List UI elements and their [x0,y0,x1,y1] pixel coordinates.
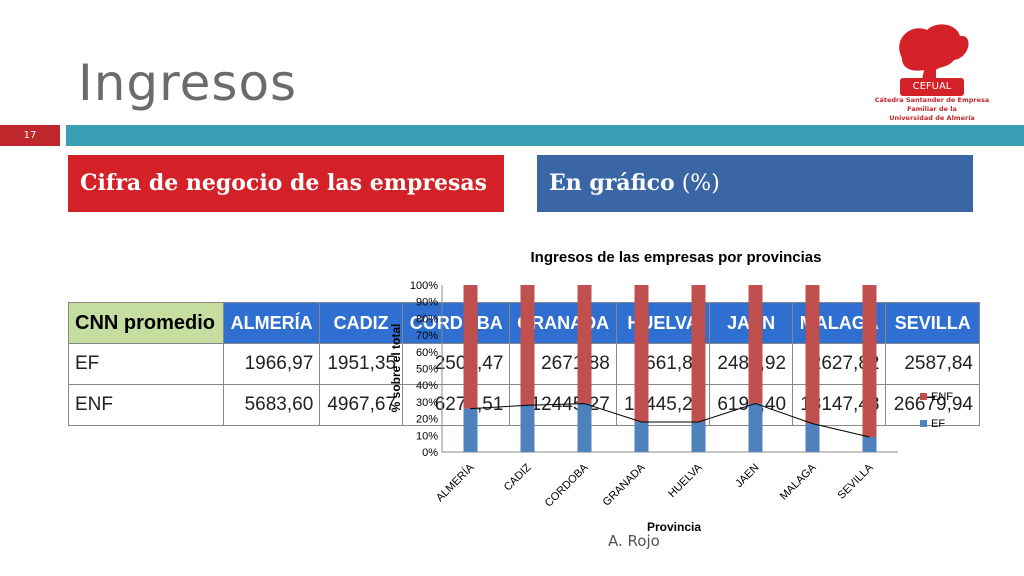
y-tick-label: 40% [416,380,438,392]
bar-ef [748,403,763,452]
bar-enf [691,285,706,422]
legend-swatch-ef [920,420,927,427]
table-cell: 4967,67 [319,384,404,426]
y-tick-label: 80% [416,313,438,325]
bar-enf [634,285,649,422]
logo-sub-line-2: Familiar de la [907,105,957,113]
author-credit: A. Rojo [608,532,660,550]
bar-enf [805,285,820,424]
y-tick-label: 10% [416,430,438,442]
legend-swatch-enf [920,393,927,400]
logo-name: CEFUAL [912,81,952,92]
y-tick-label: 20% [416,414,438,426]
x-tick-label: CADIZ [502,461,534,493]
table-cell: 1951,35 [319,343,404,385]
table-row: ENF 5683,60 4967,67 6278,51 12445,27 124… [67,384,980,426]
slide-title: Ingresos [78,54,298,112]
y-tick-label: 70% [416,330,438,342]
logo-sub-line-1: Cátedra Santander de Empresa [874,96,990,104]
chart-title: Ingresos de las empresas por provincias [531,249,822,266]
bar-enf [520,285,535,406]
x-tick-label: SEVILLA [836,461,877,502]
bar-ef [463,408,478,452]
table-cell: 5683,60 [223,384,321,426]
table-col-header: ALMERÍA [223,302,321,344]
row-label: ENF [67,384,225,426]
table-cell: 1966,97 [223,343,321,385]
right-header-bold: En gráfico [549,170,675,196]
income-chart: Ingresos de las empresas por provincias 0… [389,249,953,534]
bar-enf [748,285,763,404]
bar-ef [634,421,649,452]
bar-ef [862,436,877,452]
x-axis-label: Provincia [647,520,701,534]
y-tick-label: 0% [422,447,438,459]
right-header-rest: (%) [674,171,720,196]
x-tick-label: MALAGA [778,461,819,502]
ef-trend-line [470,403,870,438]
x-tick-label: GRANADA [601,461,648,508]
table-label: CNN promedio [67,302,225,344]
slide-number: 17 [0,125,60,146]
logo-sub-line-3: Universidad de Almería [889,114,975,122]
right-section-header: En gráfico (%) [537,155,973,212]
bar-enf [862,285,877,437]
y-tick-label: 100% [410,280,438,292]
table-col-header: SEVILLA [885,302,980,344]
legend-label-enf: ENF [931,391,953,403]
y-tick-label: 30% [416,397,438,409]
cefual-logo-icon [899,24,969,96]
x-tick-label: JAEN [733,462,761,490]
logo-subtitle: Cátedra Santander de Empresa Familiar de… [862,96,1002,123]
bar-ef [805,423,820,452]
x-tick-label: ALMERÍA [433,460,477,504]
y-tick-label: 60% [416,347,438,359]
y-tick-label: 50% [416,364,438,376]
table-cell: 6278,51 [402,384,511,426]
bar-enf [463,285,478,409]
x-tick-label: HUELVA [666,461,705,500]
row-label: EF [67,343,225,385]
bar-ef [520,405,535,452]
bar-enf [577,285,592,404]
left-section-header: Cifra de negocio de las empresas [68,155,504,212]
x-tick-label: CORDOBA [543,461,591,509]
y-axis-label: % sobre el total [389,324,403,413]
header-stripe [66,125,1024,146]
bar-ef [577,403,592,452]
legend-label-ef: EF [931,418,945,430]
table-col-header: CORDOBA [402,302,511,344]
y-tick-label: 90% [416,297,438,309]
table-cell: 26679,94 [885,384,980,426]
bar-ef [691,421,706,452]
